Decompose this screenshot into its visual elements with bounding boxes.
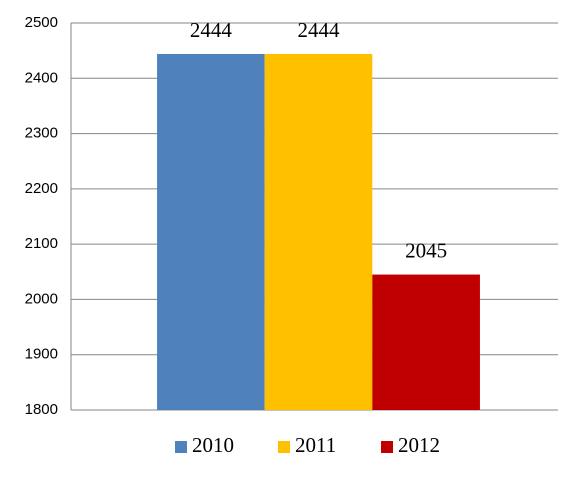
y-tick-label: 1900 bbox=[25, 346, 58, 363]
y-tick-label: 2100 bbox=[25, 235, 58, 252]
legend-label: 2010 bbox=[192, 433, 234, 457]
bar bbox=[372, 274, 480, 410]
legend-swatch bbox=[278, 441, 290, 453]
data-label: 2444 bbox=[190, 18, 233, 42]
y-tick-label: 2300 bbox=[25, 125, 58, 142]
legend-label: 2012 bbox=[398, 433, 440, 457]
data-label: 2045 bbox=[405, 238, 447, 262]
legend-label: 2011 bbox=[295, 433, 336, 457]
y-tick-label: 2000 bbox=[25, 290, 58, 307]
y-tick-label: 2400 bbox=[25, 69, 58, 86]
y-tick-label: 2200 bbox=[25, 180, 58, 197]
data-label: 2444 bbox=[298, 18, 341, 42]
y-tick-label: 1800 bbox=[25, 401, 58, 418]
bar bbox=[264, 53, 373, 411]
legend-swatch bbox=[381, 441, 393, 453]
y-tick-label: 2500 bbox=[25, 14, 58, 31]
legend-swatch bbox=[175, 441, 187, 453]
bar bbox=[157, 53, 265, 411]
